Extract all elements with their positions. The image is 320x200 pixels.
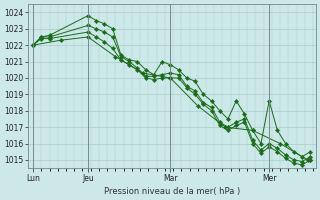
X-axis label: Pression niveau de la mer( hPa ): Pression niveau de la mer( hPa )	[104, 187, 240, 196]
